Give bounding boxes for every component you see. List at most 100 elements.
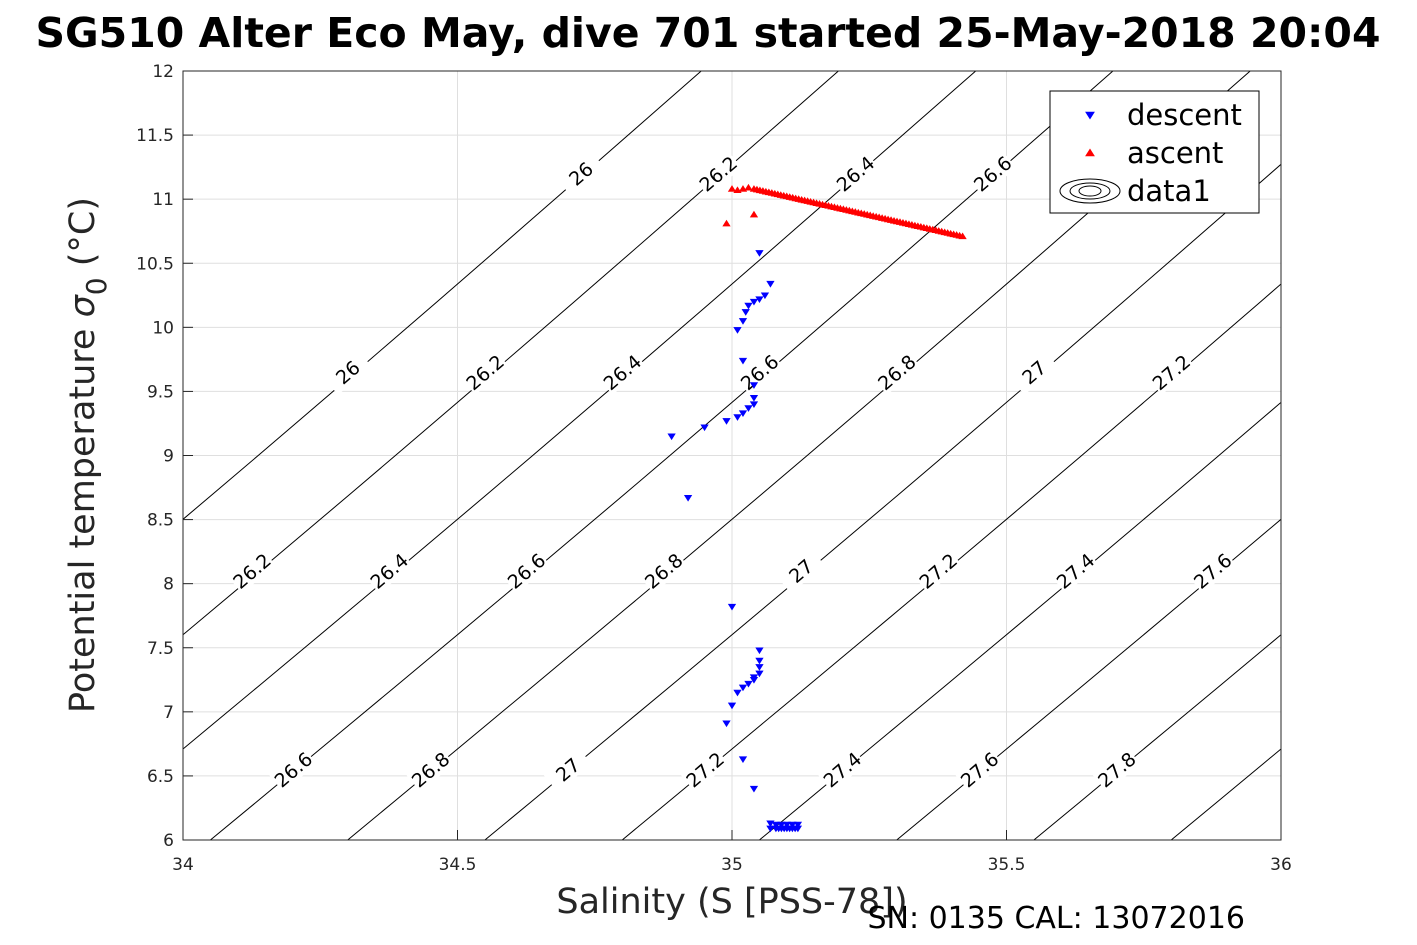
y-tick-label: 11.5	[136, 126, 174, 146]
data-point-descent	[766, 825, 775, 833]
contour-label-bg	[1051, 548, 1100, 594]
contour-label-bg	[831, 150, 880, 197]
data-point-descent	[733, 414, 742, 421]
x-tick-label: 34	[172, 855, 194, 875]
data-point-descent	[727, 702, 737, 710]
x-tick-label: 34.5	[439, 855, 477, 875]
data-point-descent	[790, 825, 800, 833]
series-descent	[667, 250, 803, 833]
contour-label-bg	[694, 150, 742, 197]
legend-marker-ascent	[1085, 148, 1095, 157]
contour-label-bg	[735, 349, 784, 395]
contour-label-bg	[556, 150, 605, 197]
contour-label-bg	[323, 349, 372, 395]
legend-label-descent: descent	[1127, 98, 1242, 132]
isopycnal-line	[621, 283, 1281, 840]
contour-label-bg	[502, 548, 551, 594]
y-tick-label: 8.5	[147, 511, 174, 531]
data-point-descent	[722, 720, 731, 728]
y-tick-label: 12	[152, 62, 174, 82]
y-tick-label: 7.5	[147, 639, 174, 659]
data-point-descent	[749, 785, 759, 793]
data-point-descent	[733, 327, 742, 334]
x-tick-label: 35.5	[988, 855, 1026, 875]
x-tick-label: 36	[1270, 855, 1292, 875]
contour-label-bg	[227, 548, 276, 594]
data-point-ascent	[722, 219, 731, 227]
y-tick-label: 7	[163, 703, 174, 723]
x-axis-ticks: 34 34.5 35 35.5 36	[172, 830, 1292, 875]
contour-label-bg	[1147, 349, 1196, 395]
data-point-descent	[667, 433, 676, 441]
data-point-ascent	[744, 183, 753, 191]
y-tick-label: 6	[163, 831, 174, 851]
data-point-descent	[727, 603, 737, 611]
contour-label-bg	[872, 349, 921, 395]
contour-label-bg	[461, 349, 509, 395]
data-point-descent	[788, 821, 797, 829]
y-tick-label: 8	[163, 575, 174, 595]
contour-label-bg	[1010, 349, 1058, 395]
legend-contour-icon	[1059, 178, 1121, 204]
data-point-descent	[780, 825, 789, 833]
contour-label-bg	[914, 548, 962, 594]
data-point-descent	[771, 821, 781, 829]
data-point-descent	[738, 756, 748, 764]
legend-label-ascent: ascent	[1127, 136, 1223, 170]
contour-label-bg	[598, 349, 647, 395]
y-tick-label: 9	[163, 447, 174, 467]
isopycnal-line	[1308, 71, 1417, 840]
contour-label-bg	[1092, 746, 1141, 793]
contour-label-bg	[776, 548, 825, 594]
contour-label-bg	[968, 150, 1017, 197]
contour-label-bg	[955, 746, 1004, 793]
isopycnal-line	[183, 71, 702, 520]
y-axis-ticks: 6 6.5 7 7.5 8 8.5 9 9.5 10 10.5 11 11.5 12	[136, 62, 193, 851]
data-point-descent	[755, 647, 764, 655]
data-point-descent	[755, 250, 764, 257]
contour-label-bg	[365, 548, 413, 594]
contour-label-bg	[681, 746, 729, 793]
data-point-descent	[738, 410, 748, 418]
isopycnal-line	[183, 71, 839, 636]
legend-label-data1: data1	[1127, 174, 1211, 208]
isopycnal-line	[210, 71, 1114, 840]
y-axis-label-text: Potential temperature	[63, 329, 103, 713]
contour-label-bg	[543, 746, 592, 793]
isopycnal-line	[183, 71, 977, 750]
contour-label-bg	[269, 746, 318, 793]
isopycnal-line	[896, 518, 1281, 840]
data-point-descent	[700, 424, 709, 432]
data-point-descent	[782, 821, 792, 829]
y-axis-label-unit: (°C)	[63, 197, 103, 266]
data-point-descent	[755, 670, 764, 678]
data-point-descent	[722, 418, 731, 425]
data-point-descent	[774, 825, 783, 833]
data-point-descent	[755, 664, 764, 671]
data-point-descent	[785, 825, 794, 833]
data-point-descent	[749, 382, 759, 389]
data-point-descent	[749, 298, 759, 306]
y-tick-label: 6.5	[147, 767, 174, 787]
data-point-descent	[744, 680, 753, 688]
data-point-descent	[738, 357, 748, 365]
data-point-descent	[738, 684, 748, 692]
y-axis-label-subscript: 0	[80, 277, 113, 295]
data-point-ascent	[727, 185, 737, 192]
data-point-descent	[749, 401, 759, 409]
data-series	[667, 183, 967, 833]
data-point-descent	[683, 494, 693, 502]
data-point-descent	[766, 280, 775, 288]
data-point-descent	[749, 676, 759, 684]
data-point-ascent	[955, 231, 964, 239]
legend: descent ascent data1	[1049, 90, 1260, 214]
data-point-descent	[760, 292, 770, 300]
data-point-descent	[744, 405, 753, 412]
legend-contour-icon	[1069, 182, 1111, 200]
data-point-descent	[733, 689, 742, 697]
isopycnal-line	[1033, 634, 1281, 840]
contour-label-bg	[818, 746, 867, 793]
y-tick-label: 11	[152, 190, 174, 210]
y-tick-label: 10	[152, 318, 174, 338]
